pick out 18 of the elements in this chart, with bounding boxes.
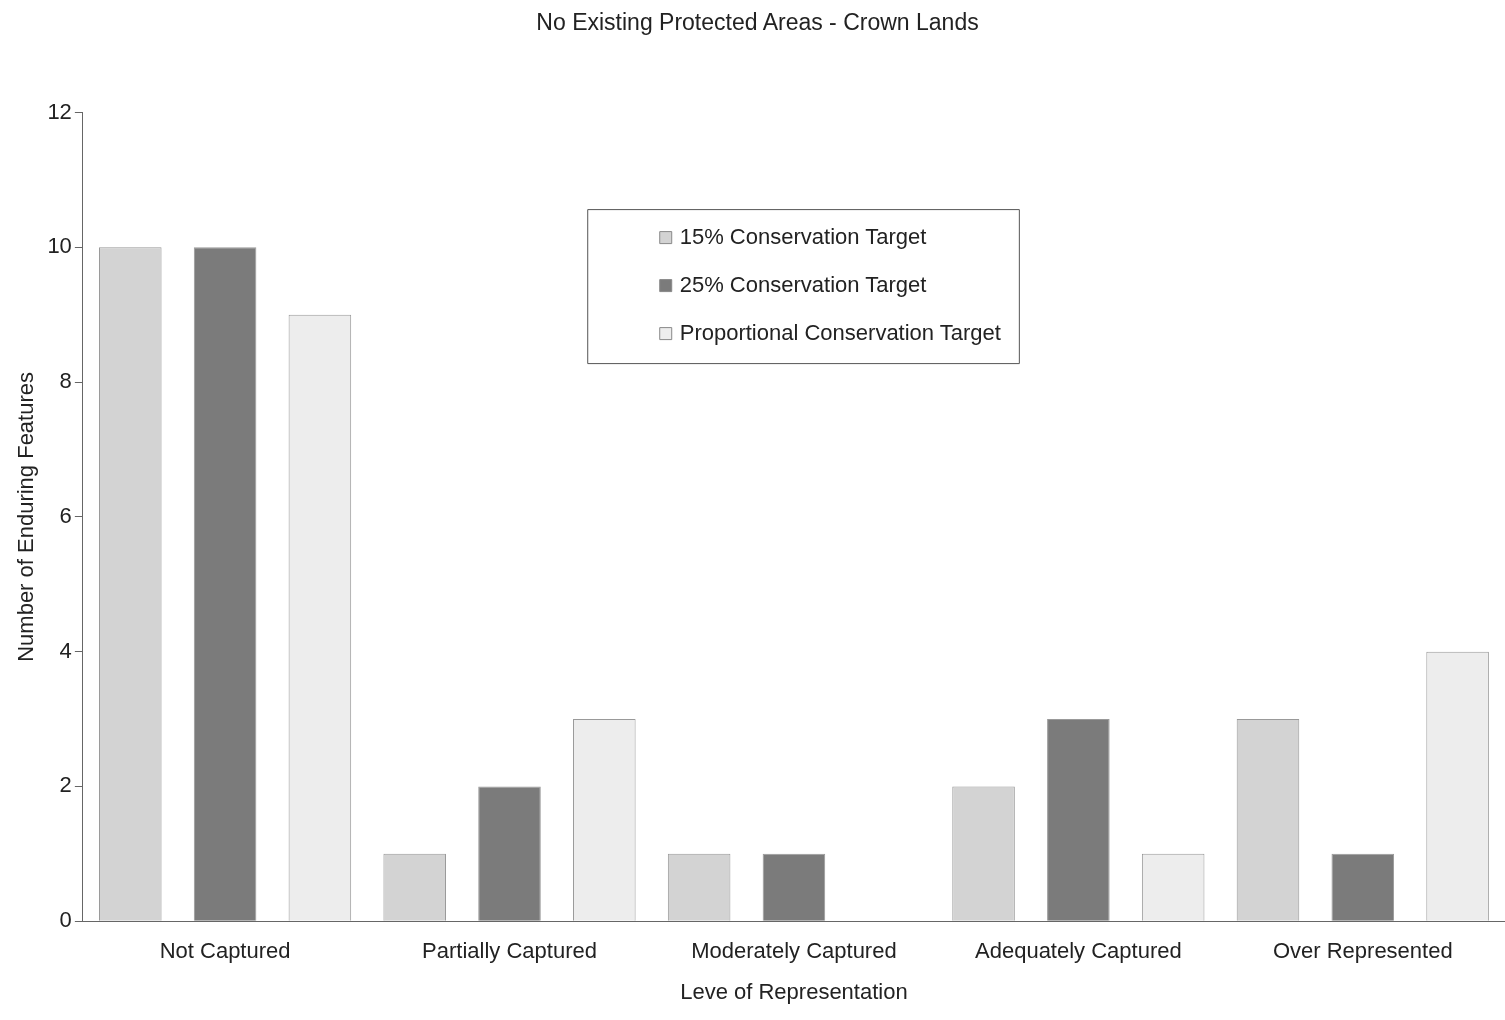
y-tick-label: 4 (59, 637, 72, 663)
y-tick-label: 0 (59, 907, 72, 933)
legend-label: Proportional Conservation Target (679, 319, 1001, 345)
x-tick-label: Not Captured (159, 938, 291, 964)
legend-label: 25% Conservation Target (679, 271, 927, 297)
x-tick-label: Over Represented (1272, 938, 1453, 964)
y-tick-label: 2 (59, 772, 72, 798)
x-tick-label: Partially Captured (422, 938, 597, 964)
y-tick-label: 6 (59, 502, 72, 528)
legend-label: 15% Conservation Target (679, 223, 927, 249)
y-axis-title: Number of Enduring Features (13, 371, 39, 662)
x-axis-title: Leve of Representation (680, 978, 908, 1004)
y-tick-label: 8 (59, 368, 72, 394)
y-tick-label: 10 (47, 233, 72, 259)
x-tick-label: Moderately Captured (691, 938, 897, 964)
chart-title: No Existing Protected Areas - Crown Lands (536, 9, 979, 36)
y-tick-label: 12 (47, 98, 72, 124)
x-tick-label: Adequately Captured (975, 938, 1182, 964)
